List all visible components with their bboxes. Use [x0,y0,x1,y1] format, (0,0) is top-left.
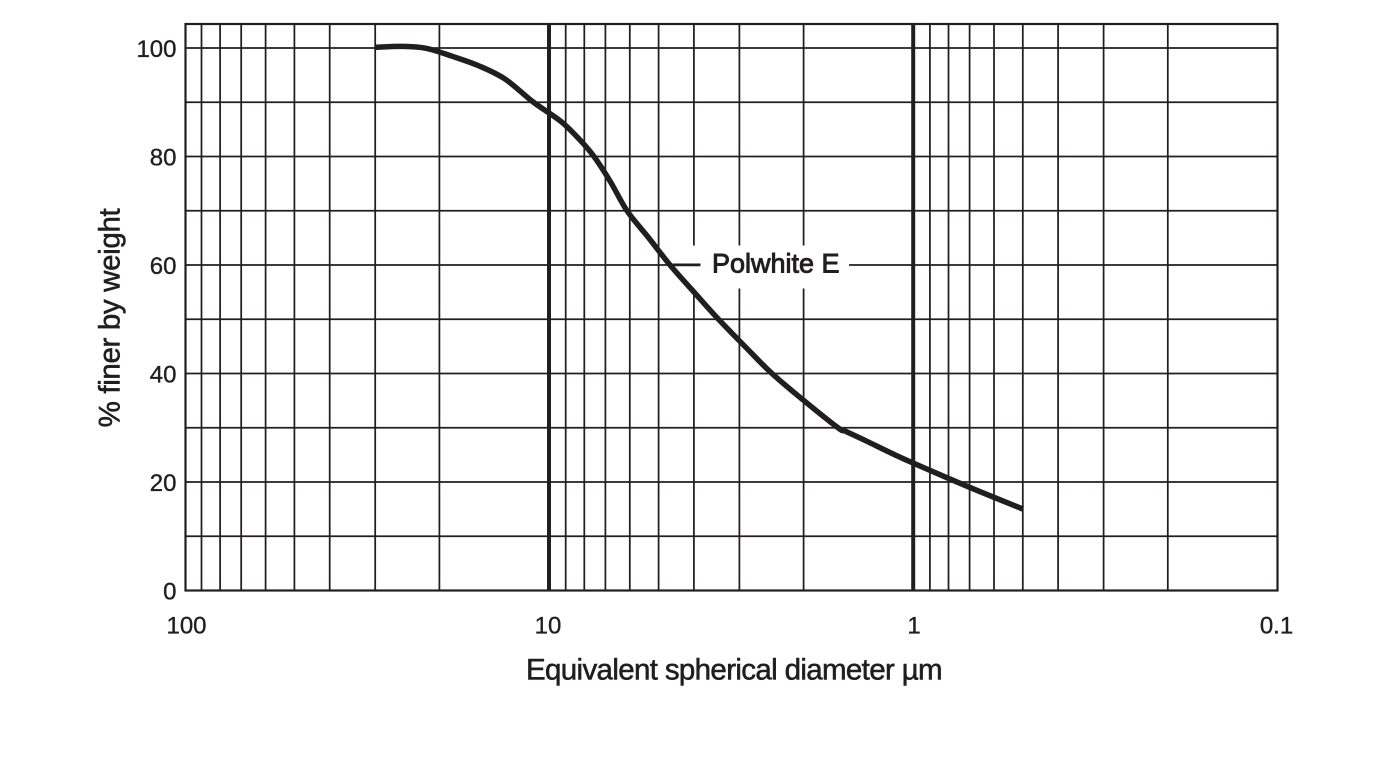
svg-text:0.1: 0.1 [1260,613,1293,640]
svg-text:% finer by weight: % finer by weight [94,209,127,428]
svg-text:20: 20 [150,470,177,497]
svg-text:1: 1 [907,613,920,640]
svg-text:40: 40 [150,361,177,388]
svg-text:80: 80 [150,144,177,171]
svg-text:0: 0 [163,578,176,605]
svg-text:100: 100 [166,613,206,640]
svg-text:Polwhite E: Polwhite E [712,248,840,278]
svg-text:60: 60 [150,253,177,280]
svg-text:10: 10 [535,613,562,640]
svg-text:100: 100 [136,36,176,63]
svg-text:Equivalent spherical diameter: Equivalent spherical diameter µm [526,654,942,687]
